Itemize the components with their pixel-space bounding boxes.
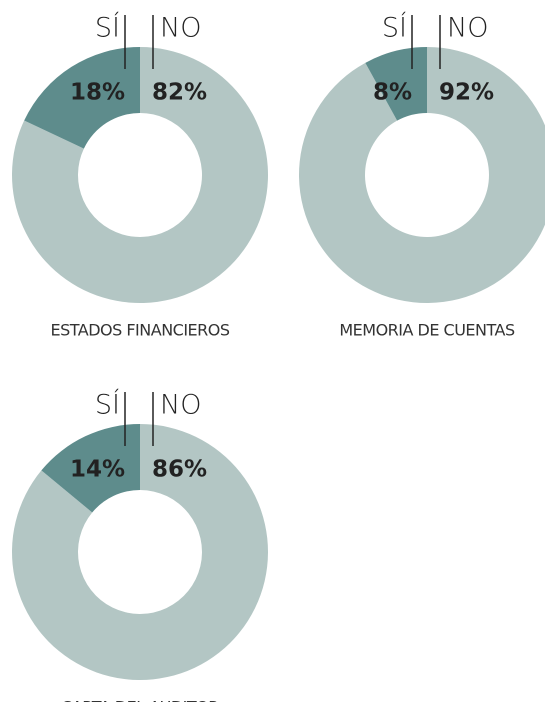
chart-title: MEMORIA DE CUENTAS — [339, 321, 515, 340]
category-label: NO — [447, 13, 488, 44]
chart-title: CARTA DEL AUDITOR — [61, 698, 219, 702]
slice — [24, 47, 140, 149]
value-label: 82% — [152, 80, 207, 106]
value-label: 92% — [439, 80, 494, 106]
category-label: SÍ — [95, 12, 120, 44]
value-label: 86% — [152, 457, 207, 483]
slice — [12, 47, 269, 303]
category-label: NO — [160, 13, 201, 44]
category-label: SÍ — [382, 12, 407, 44]
slice — [41, 424, 140, 513]
chart-title: ESTADOS FINANCIEROS — [50, 321, 229, 340]
value-label: 8% — [373, 80, 412, 106]
slice — [299, 47, 545, 303]
slice — [12, 424, 269, 680]
category-label: NO — [160, 390, 201, 421]
category-label: SÍ — [95, 389, 120, 421]
value-label: 14% — [70, 457, 125, 483]
value-label: 18% — [70, 80, 125, 106]
